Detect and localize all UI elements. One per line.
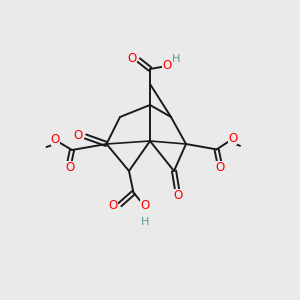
Text: O: O <box>228 132 237 145</box>
Text: O: O <box>74 129 83 142</box>
Text: H: H <box>141 217 149 227</box>
Text: O: O <box>128 52 136 65</box>
Text: O: O <box>174 189 183 202</box>
Text: O: O <box>140 199 149 212</box>
Text: O: O <box>215 160 224 174</box>
Text: O: O <box>162 59 171 72</box>
Text: O: O <box>66 161 75 174</box>
Text: H: H <box>172 54 180 64</box>
Text: O: O <box>51 133 60 146</box>
Text: O: O <box>109 199 118 212</box>
